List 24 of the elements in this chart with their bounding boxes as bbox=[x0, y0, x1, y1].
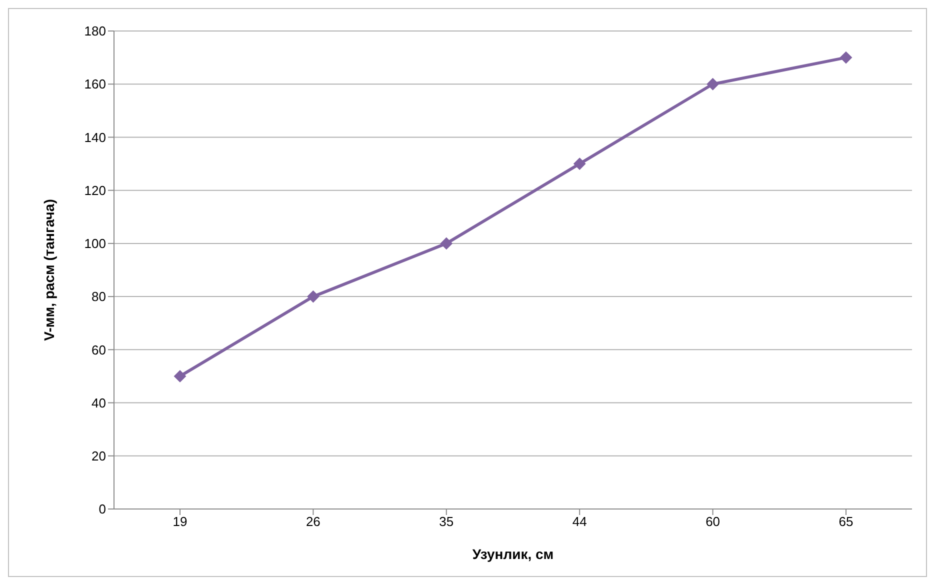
y-tick-label: 40 bbox=[92, 395, 106, 410]
y-tick-label: 140 bbox=[84, 130, 106, 145]
point bbox=[174, 370, 186, 382]
y-tick-label: 20 bbox=[92, 448, 106, 464]
point bbox=[840, 52, 852, 64]
point bbox=[440, 237, 452, 250]
x-axis-title: Узунлик, см bbox=[472, 546, 554, 562]
x-tick-label: 19 bbox=[172, 514, 188, 530]
x-tick-label: 26 bbox=[306, 514, 320, 530]
y-tick-label: 180 bbox=[84, 24, 106, 39]
y-tick-label: 160 bbox=[84, 76, 106, 92]
x-tick-label: 60 bbox=[706, 514, 720, 530]
y-tick-label: 100 bbox=[84, 236, 106, 252]
point bbox=[706, 78, 719, 90]
y-tick-label: 120 bbox=[84, 182, 106, 198]
y-tick-label: 80 bbox=[92, 289, 106, 304]
point bbox=[307, 290, 320, 303]
point bbox=[574, 158, 586, 170]
x-tick-label: 65 bbox=[838, 514, 854, 530]
x-tick-label: 44 bbox=[572, 514, 587, 530]
x-tick-label: 35 bbox=[439, 514, 454, 530]
y-tick-label: 60 bbox=[92, 342, 106, 358]
y-tick-label: 0 bbox=[98, 502, 106, 517]
y-axis-title: V-мм, расм (тангача) bbox=[40, 199, 57, 341]
